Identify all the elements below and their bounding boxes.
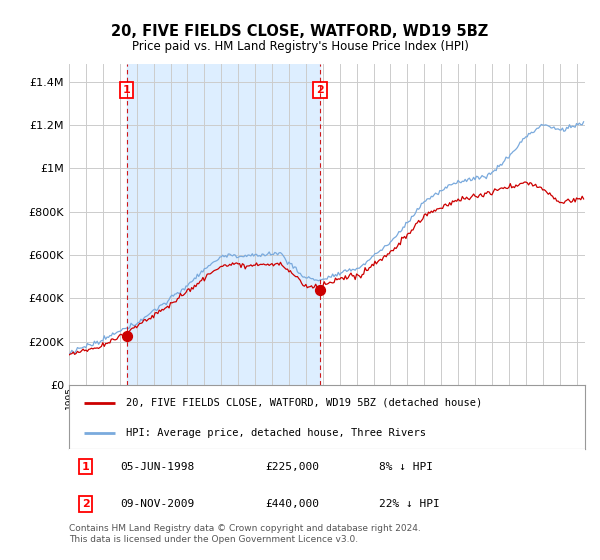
Text: 1: 1 (82, 461, 89, 472)
Text: 2: 2 (316, 85, 324, 95)
Text: 2: 2 (82, 499, 89, 509)
Text: 20, FIVE FIELDS CLOSE, WATFORD, WD19 5BZ (detached house): 20, FIVE FIELDS CLOSE, WATFORD, WD19 5BZ… (126, 398, 482, 408)
Text: 22% ↓ HPI: 22% ↓ HPI (379, 499, 439, 509)
Point (122, 332, 131, 340)
Text: Contains HM Land Registry data © Crown copyright and database right 2024.
This d: Contains HM Land Registry data © Crown c… (69, 524, 421, 544)
Text: HPI: Average price, detached house, Three Rivers: HPI: Average price, detached house, Thre… (126, 428, 426, 438)
Point (315, 285, 325, 294)
Text: £440,000: £440,000 (265, 499, 319, 509)
Text: 1: 1 (123, 85, 131, 95)
Text: 8% ↓ HPI: 8% ↓ HPI (379, 461, 433, 472)
Text: Price paid vs. HM Land Registry's House Price Index (HPI): Price paid vs. HM Land Registry's House … (131, 40, 469, 53)
Bar (127, 64, 320, 385)
Text: £225,000: £225,000 (265, 461, 319, 472)
Text: 05-JUN-1998: 05-JUN-1998 (121, 461, 195, 472)
Text: 09-NOV-2009: 09-NOV-2009 (121, 499, 195, 509)
Text: 20, FIVE FIELDS CLOSE, WATFORD, WD19 5BZ: 20, FIVE FIELDS CLOSE, WATFORD, WD19 5BZ (112, 24, 488, 39)
